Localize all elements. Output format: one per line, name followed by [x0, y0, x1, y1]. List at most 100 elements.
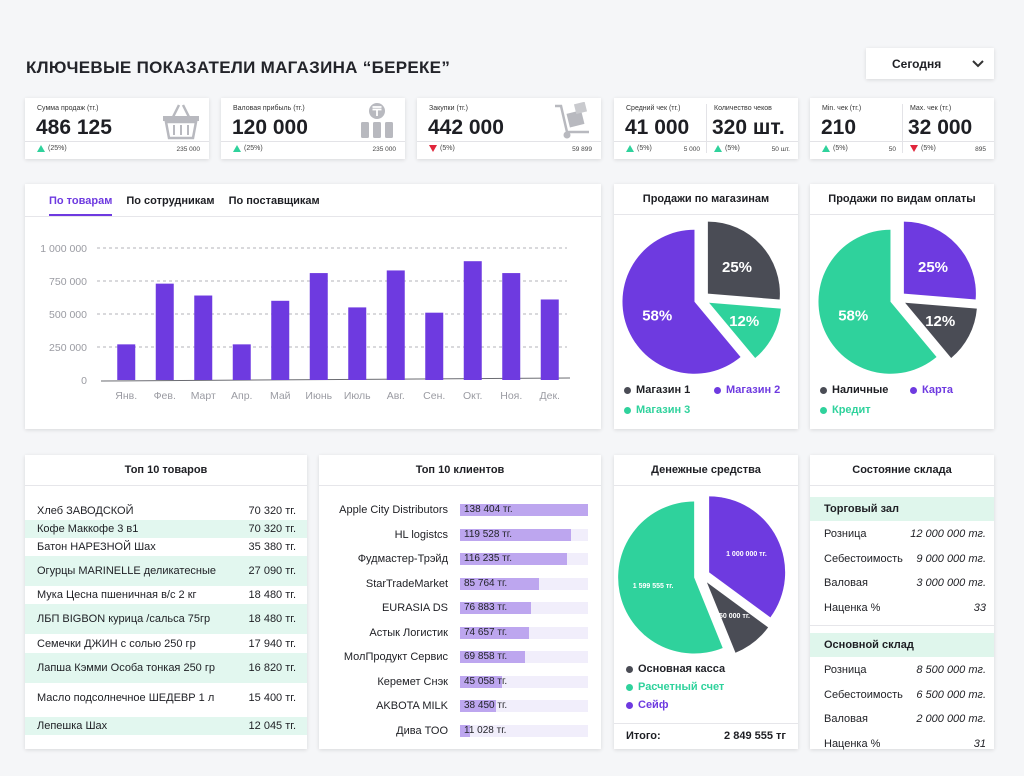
table-row[interactable]: ЛБП BIGBON курица /сальса 75гр 18 480 тг.	[25, 604, 307, 634]
client-row[interactable]: МолПродукт Сервис 69 858 тг.	[319, 648, 601, 666]
warehouse-card: Состояние склада Торговый зал Розница 12 0…	[810, 455, 994, 750]
pie-slice[interactable]	[905, 302, 977, 359]
table-row[interactable]: Хлеб ЗАВОДСКОЙ 70 320 тг.	[25, 502, 307, 520]
pie-slice[interactable]	[709, 302, 781, 359]
product-name: Огурцы MARINELLE деликатесные	[37, 565, 217, 577]
bar[interactable]	[117, 344, 136, 380]
client-value: 76 883 тг.	[464, 602, 508, 613]
legend-dot	[626, 665, 633, 673]
client-row[interactable]: EURASIA DS 76 883 тг.	[319, 599, 601, 617]
tab-by-employees[interactable]: По сотрудникам	[126, 195, 215, 207]
client-bar-track: 38 450 тг.	[460, 700, 588, 712]
kpi-pct: (25%)	[48, 145, 67, 152]
tab-by-suppliers[interactable]: По поставщикам	[228, 195, 320, 207]
sales-chart-card: По товарам По сотрудникам По поставщикам…	[25, 184, 601, 429]
client-bar-track: 76 883 тг.	[460, 602, 588, 614]
legend-item: Кредит	[820, 404, 871, 416]
product-amount: 35 380 тг.	[248, 541, 296, 553]
trend-down-icon	[910, 145, 918, 152]
bar[interactable]	[425, 312, 444, 380]
pie-label: 58%	[642, 307, 672, 324]
client-value: 69 858 тг.	[464, 651, 508, 662]
pie-label: 1 599 555 тг.	[633, 583, 674, 590]
kpi-value: 320 шт.	[712, 116, 785, 139]
product-name: Лепешка Шах	[37, 720, 108, 732]
client-row[interactable]: Фудмастер-Трэйд 116 235 тг.	[319, 550, 601, 568]
legend-label: Основная касса	[638, 663, 726, 675]
warehouse-value: 8 500 000 тг.	[916, 664, 986, 676]
table-row[interactable]: Семечки ДЖИН с солью 250 гр 17 940 тг.	[25, 635, 307, 653]
kpi-pct: (5%)	[440, 145, 455, 152]
legend-item: Сейф	[626, 699, 668, 711]
bar[interactable]	[386, 270, 405, 380]
client-value: 74 657 тг.	[464, 626, 508, 638]
warehouse-label: Себестоимость	[824, 552, 903, 565]
pie-label: 25%	[722, 259, 752, 276]
top-clients-card: Топ 10 клиентов Apple City Distributors 1…	[319, 455, 601, 749]
bar[interactable]	[348, 307, 367, 380]
product-amount: 17 940 тг.	[248, 638, 296, 650]
bar[interactable]	[309, 273, 328, 380]
pie-label: 12%	[925, 313, 955, 330]
warehouse-row: Себестоимость 9 000 000 тг.	[810, 553, 994, 565]
pie-slice[interactable]	[618, 501, 723, 654]
warehouse-label: Наценка %	[824, 601, 881, 614]
table-row[interactable]: Масло подсолнечное ШЕДЕВР 1 л 15 400 тг.	[25, 683, 307, 713]
pie-slice[interactable]	[707, 221, 780, 300]
client-bar-track: 138 404 тг.	[460, 504, 588, 516]
product-amount: 18 480 тг.	[248, 589, 296, 601]
cash-total-value: 2 849 555 тг	[724, 730, 786, 742]
legend-label: Магазин 2	[726, 384, 781, 396]
kpi-ref: 50	[888, 146, 896, 153]
bar[interactable]	[155, 283, 174, 380]
pie-label: 58%	[838, 307, 868, 324]
bar-chart: 0 250 000 500 000 750 000 1 000 000 Янв. Фев. М…	[40, 243, 571, 402]
legend-item: Расчетный счет	[626, 681, 724, 693]
pie-slice[interactable]	[622, 229, 741, 374]
period-dropdown[interactable]: Сегодня	[866, 48, 994, 79]
bar[interactable]	[502, 273, 521, 380]
bar[interactable]	[232, 344, 251, 380]
pie-slice[interactable]	[709, 496, 786, 618]
table-row[interactable]: Мука Цесна пшеничная в/с 2 кг 18 480 тг.	[25, 586, 307, 604]
card-title: Топ 10 клиентов	[319, 455, 601, 486]
product-name: ЛБП BIGBON курица /сальса 75гр	[37, 613, 211, 625]
hand-truck-icon	[555, 102, 589, 139]
pie-slice[interactable]	[903, 221, 976, 300]
warehouse-row: Себестоимость 6 500 000 тг.	[810, 689, 994, 701]
tab-by-products[interactable]: По товарам	[49, 184, 113, 216]
table-row[interactable]: Кофе Маккофе 3 в1 70 320 тг.	[25, 520, 307, 538]
top-products-card: Топ 10 товаров Хлеб ЗАВОДСКОЙ 70 320 тг. К…	[25, 455, 307, 749]
pie-slice[interactable]	[706, 582, 769, 653]
table-row[interactable]: Лепешка Шах 12 045 тг.	[25, 717, 307, 735]
kpi-check-count: Количество чеков 320 шт. (5%) 50 шт.	[706, 98, 798, 159]
x-tick-label: Ноя.	[500, 390, 522, 402]
x-tick-label: Июль	[344, 390, 371, 402]
table-row[interactable]: Лапша Кэмми Особа тонкая 250 гр 16 820 тг…	[25, 653, 307, 683]
table-row[interactable]: Батон НАРЕЗНОЙ Шах 35 380 тг.	[25, 538, 307, 556]
chart-tabs: По товарам По сотрудникам По поставщикам	[49, 184, 320, 216]
bar[interactable]	[540, 299, 559, 380]
client-row[interactable]: Астык Логистик 74 657 тг.	[319, 624, 601, 642]
bar[interactable]	[463, 261, 482, 380]
client-row[interactable]: StarTradeMarket 85 764 тг.	[319, 575, 601, 593]
client-bar	[460, 651, 525, 663]
kpi-value: 41 000	[625, 116, 690, 139]
bar[interactable]	[271, 300, 290, 380]
product-name: Масло подсолнечное ШЕДЕВР 1 л	[37, 692, 215, 704]
warehouse-label: Наценка %	[824, 737, 881, 750]
kpi-card-min-max: Min. чек (тг.) 210 (5%) 50 Max. чек (тг.…	[810, 98, 994, 159]
kpi-ref: 5 000	[683, 146, 700, 153]
bar[interactable]	[194, 295, 213, 380]
client-row[interactable]: Apple City Distributors 138 404 тг.	[319, 501, 601, 519]
pie-slice[interactable]	[818, 229, 937, 374]
kpi-pct: (5%)	[833, 145, 848, 152]
kpi-value: 442 000	[428, 116, 504, 139]
client-row[interactable]: AKBOTA MILK 38 450 тг.	[319, 697, 601, 715]
client-row[interactable]: HL logistcs 119 528 тг.	[319, 526, 601, 544]
client-name: HL logistcs	[394, 528, 448, 541]
client-row[interactable]: Дива ТОО 11 028 тг.	[319, 722, 601, 740]
warehouse-row: Наценка % 31	[810, 738, 994, 750]
table-row[interactable]: Огурцы MARINELLE деликатесные 27 090 тг.	[25, 556, 307, 586]
client-row[interactable]: Керемет Снэк 45 058 тг.	[319, 673, 601, 691]
